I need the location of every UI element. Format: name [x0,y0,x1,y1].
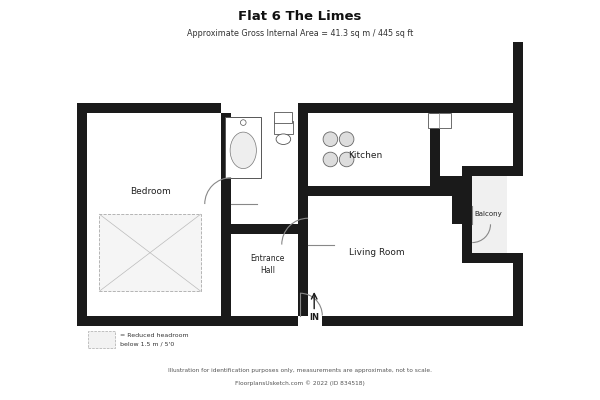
Text: = Reduced headroom: = Reduced headroom [120,333,188,338]
Text: below 1.5 m / 5'0: below 1.5 m / 5'0 [120,341,174,346]
Text: Illustration for identification purposes only, measurements are approximate, not: Illustration for identification purposes… [168,368,432,373]
Bar [428,113,451,128]
Bar [77,103,87,113]
Circle shape [340,132,354,146]
Bar [274,112,292,123]
Bar [452,186,462,224]
Bar [298,113,308,316]
Bar [298,196,462,316]
Ellipse shape [230,132,256,168]
Bar [77,103,221,113]
Bar [100,214,200,291]
Text: Living Room: Living Room [349,248,405,257]
Bar [452,214,462,224]
Bar [462,176,472,263]
Bar [274,121,293,134]
Text: FloorplansUsketch.com © 2022 (ID 834518): FloorplansUsketch.com © 2022 (ID 834518) [235,380,365,386]
Bar [462,253,523,263]
Bar [221,224,308,234]
Text: Flat 6 The Limes: Flat 6 The Limes [238,10,362,23]
Circle shape [340,152,354,167]
Bar [513,42,523,176]
Text: IN: IN [309,312,319,322]
Bar [298,103,513,113]
Bar [322,316,523,326]
Bar [430,113,440,186]
Bar [221,113,298,224]
Text: Entrance
Hall: Entrance Hall [250,254,285,275]
Circle shape [241,120,246,126]
Bar [298,113,452,196]
Bar [221,224,298,316]
Bar [298,186,462,196]
Text: Bedroom: Bedroom [130,187,170,196]
Bar [77,113,87,316]
Bar [88,331,115,348]
Bar [87,113,221,316]
Bar [225,117,262,178]
Text: Approximate Gross Internal Area = 41.3 sq m / 445 sq ft: Approximate Gross Internal Area = 41.3 s… [187,28,413,38]
Text: Kitchen: Kitchen [348,151,382,160]
Circle shape [323,132,338,146]
Bar [77,316,298,326]
Bar [221,113,231,316]
Bar [77,316,87,326]
Bar [430,176,462,186]
Bar [462,176,507,253]
Bar [513,253,523,326]
Circle shape [323,152,338,167]
Text: Balcony: Balcony [475,211,502,217]
Ellipse shape [276,134,290,144]
Bar [462,166,523,176]
